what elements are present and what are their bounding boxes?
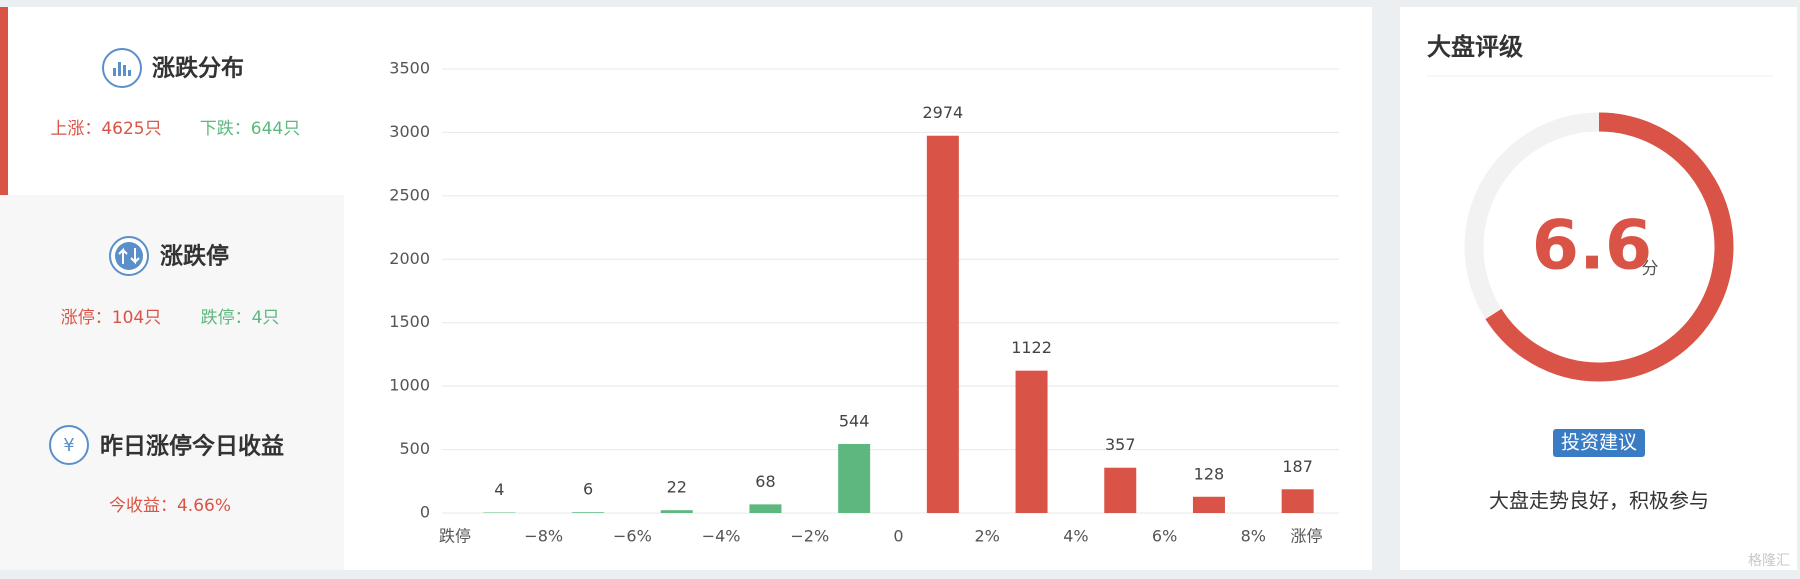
bar <box>1192 496 1225 513</box>
x-tick-label: 涨停 <box>1291 527 1323 546</box>
value-label: 6 <box>583 480 593 499</box>
up-count: 上涨：4625只 <box>50 119 161 139</box>
value-label: 1122 <box>1011 338 1052 357</box>
x-tick-label: −4% <box>702 527 741 546</box>
bar <box>749 504 782 513</box>
bar <box>1104 467 1137 513</box>
active-indicator <box>0 7 8 195</box>
score: 6.6 <box>1532 207 1652 286</box>
x-tick-label: 0 <box>893 527 903 546</box>
value-label: 128 <box>1194 464 1225 483</box>
x-tick-label: −8% <box>524 527 563 546</box>
value-label: 2974 <box>922 103 963 122</box>
x-tick-label: 8% <box>1241 527 1266 546</box>
x-tick-label: −2% <box>790 527 829 546</box>
y-tick-label: 0 <box>420 503 430 522</box>
rating-title: 大盘评级 <box>1427 33 1523 61</box>
score-unit: 分 <box>1642 259 1659 279</box>
return-label: 今收益：4.66% <box>109 496 231 516</box>
x-tick-label: 4% <box>1063 527 1088 546</box>
icon-yen <box>49 425 89 465</box>
y-tick-label: 500 <box>399 439 430 458</box>
x-tick-label: 6% <box>1152 527 1177 546</box>
advice: 大盘走势良好，积极参与 <box>1489 489 1709 513</box>
badge[interactable] <box>1553 429 1645 457</box>
x-tick-label: −6% <box>613 527 652 546</box>
bar <box>660 510 693 513</box>
section-title[interactable]: 涨跌停 <box>160 243 229 270</box>
value-label: 68 <box>755 472 775 491</box>
bar <box>483 512 516 513</box>
bar <box>926 135 959 513</box>
icon-chart <box>102 48 142 88</box>
rating-panel <box>1400 7 1797 570</box>
value-label: 22 <box>667 478 687 497</box>
value-label: 357 <box>1105 435 1136 454</box>
sidebar-lower <box>0 195 344 570</box>
limit-up-count: 涨停：104只 <box>61 308 161 328</box>
badge-text[interactable]: 投资建议 <box>1561 432 1637 454</box>
bar <box>838 443 871 513</box>
watermark: 格隆汇 <box>1748 553 1790 569</box>
section-title[interactable]: 昨日涨停今日收益 <box>100 433 284 460</box>
y-tick-label: 2000 <box>389 249 430 268</box>
y-tick-label: 1000 <box>389 376 430 395</box>
y-tick-label: 3500 <box>389 59 430 78</box>
icon-limit-arrows <box>118 247 140 265</box>
value-label: 4 <box>494 480 504 499</box>
x-tick-label: 跌停 <box>439 527 471 546</box>
bar <box>1281 489 1314 513</box>
icon-yen-glyph: ¥ <box>63 435 74 456</box>
y-tick-label: 1500 <box>389 312 430 331</box>
bar <box>572 512 605 513</box>
section-title[interactable]: 涨跌分布 <box>152 55 244 82</box>
value-label: 544 <box>839 411 870 430</box>
x-tick-label: 2% <box>975 527 1000 546</box>
down-count: 下跌：644只 <box>200 119 300 139</box>
gauge-arc <box>1485 112 1734 382</box>
limit-down-count: 跌停：4只 <box>201 308 280 328</box>
value-label: 187 <box>1282 457 1313 476</box>
icon-chart-bars <box>113 62 131 76</box>
y-tick-label: 3000 <box>389 122 430 141</box>
y-tick-label: 2500 <box>389 185 430 204</box>
icon-limit-fill <box>115 242 143 270</box>
bar <box>1015 370 1048 513</box>
histogram: 0 500 1000 1500 2000 2500 3000 3500 跌停 −8% −6% −4% −… <box>389 59 1339 546</box>
